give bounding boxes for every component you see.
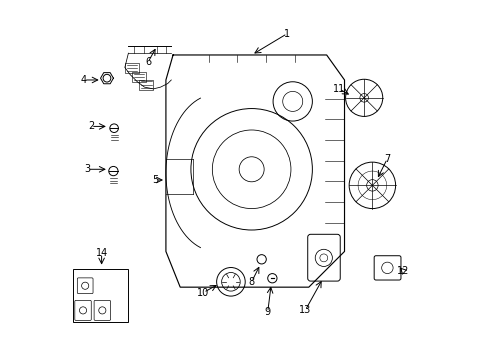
Text: 14: 14 bbox=[95, 248, 107, 258]
Text: 13: 13 bbox=[299, 305, 311, 315]
Text: 5: 5 bbox=[152, 175, 158, 185]
Text: 3: 3 bbox=[84, 164, 90, 174]
Text: 2: 2 bbox=[87, 121, 94, 131]
Text: 4: 4 bbox=[81, 75, 87, 85]
Text: 10: 10 bbox=[197, 288, 209, 297]
Text: 9: 9 bbox=[264, 307, 270, 317]
Text: 12: 12 bbox=[396, 266, 409, 276]
Text: 1: 1 bbox=[284, 28, 290, 39]
Bar bbox=[124, 63, 139, 73]
Bar bbox=[132, 72, 146, 82]
Text: 7: 7 bbox=[384, 154, 390, 163]
Text: 8: 8 bbox=[248, 277, 254, 287]
Bar bbox=[139, 80, 153, 90]
Text: 6: 6 bbox=[144, 57, 151, 67]
Text: 11: 11 bbox=[332, 84, 345, 94]
Bar bbox=[73, 269, 128, 322]
